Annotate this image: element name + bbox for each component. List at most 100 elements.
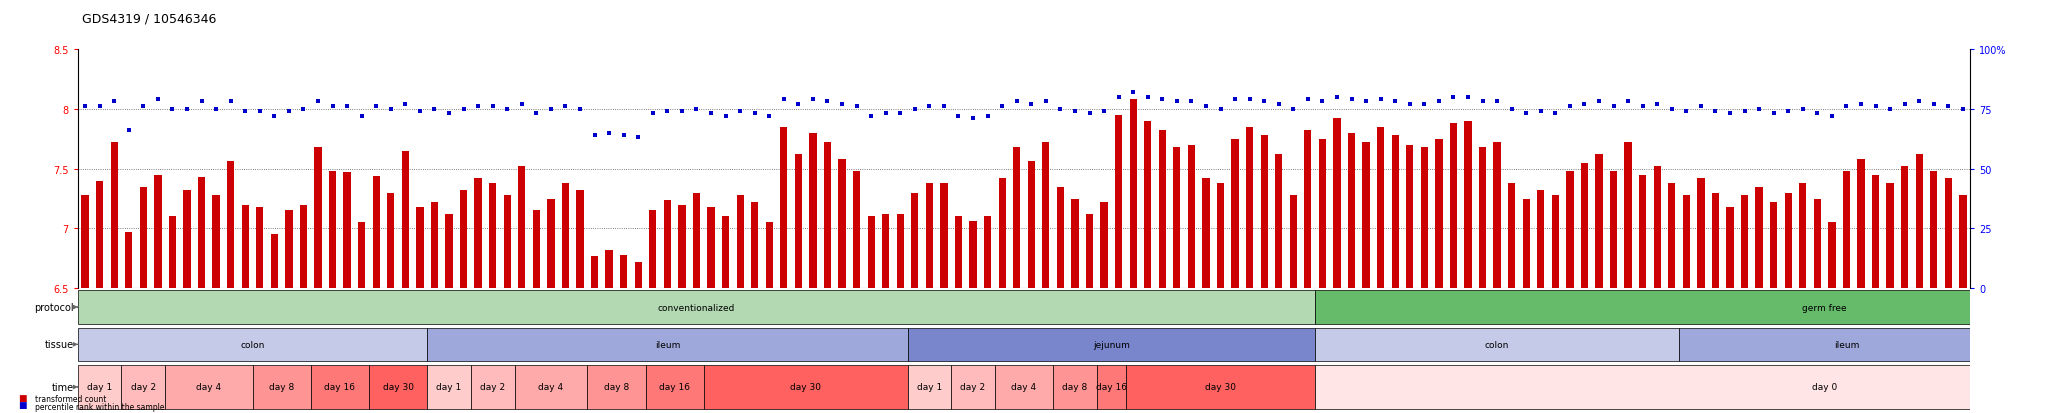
- Point: [1350, 99, 1382, 105]
- Bar: [707, 207, 715, 289]
- Point: [535, 106, 567, 113]
- Text: colon: colon: [1485, 340, 1509, 349]
- Point: [608, 132, 641, 139]
- Bar: [373, 176, 379, 289]
- Text: protocol: protocol: [35, 302, 74, 312]
- Point: [432, 111, 465, 117]
- Point: [477, 104, 510, 110]
- Bar: [1886, 183, 1894, 289]
- Bar: [444, 215, 453, 289]
- Bar: [1683, 195, 1690, 289]
- Point: [651, 109, 684, 115]
- Bar: [692, 193, 700, 289]
- Bar: [1567, 171, 1573, 289]
- Bar: [940, 183, 948, 289]
- Bar: [1843, 171, 1849, 289]
- Point: [446, 106, 479, 113]
- Point: [346, 113, 379, 120]
- Bar: [547, 199, 555, 289]
- Point: [520, 111, 553, 117]
- Bar: [242, 205, 250, 289]
- Bar: [78, 328, 428, 361]
- Point: [709, 113, 741, 120]
- Bar: [330, 171, 336, 289]
- Point: [1247, 99, 1280, 105]
- Bar: [168, 217, 176, 289]
- Point: [1495, 106, 1528, 113]
- Point: [1626, 104, 1659, 110]
- Point: [170, 106, 203, 113]
- Point: [1583, 99, 1616, 105]
- Bar: [121, 366, 166, 408]
- Bar: [907, 328, 1315, 361]
- Bar: [1769, 203, 1778, 289]
- Bar: [1315, 291, 2048, 324]
- Bar: [1507, 183, 1516, 289]
- Point: [1219, 97, 1251, 103]
- Bar: [1755, 187, 1763, 289]
- Point: [1059, 109, 1092, 115]
- Bar: [1741, 195, 1749, 289]
- Point: [1030, 99, 1063, 105]
- Point: [1087, 109, 1120, 115]
- Point: [1481, 99, 1513, 105]
- Point: [156, 106, 188, 113]
- Text: tissue: tissue: [45, 339, 74, 349]
- Bar: [983, 217, 991, 289]
- Bar: [954, 217, 963, 289]
- Point: [811, 99, 844, 105]
- Bar: [678, 205, 686, 289]
- Bar: [1915, 155, 1923, 289]
- Bar: [561, 183, 569, 289]
- Text: conventionalized: conventionalized: [657, 303, 735, 312]
- Point: [754, 113, 786, 120]
- Bar: [166, 366, 252, 408]
- Bar: [213, 195, 219, 289]
- Bar: [428, 328, 907, 361]
- Bar: [852, 171, 860, 289]
- Bar: [489, 183, 496, 289]
- Bar: [416, 207, 424, 289]
- Bar: [926, 183, 934, 289]
- Bar: [1290, 195, 1296, 289]
- Bar: [766, 223, 772, 289]
- Text: day 1: day 1: [436, 382, 461, 392]
- Point: [1931, 104, 1964, 110]
- Bar: [1245, 127, 1253, 289]
- Bar: [1362, 143, 1370, 289]
- Bar: [723, 217, 729, 289]
- Text: day 8: day 8: [1063, 382, 1087, 392]
- Text: transformed count: transformed count: [35, 394, 106, 404]
- Point: [942, 113, 975, 120]
- Bar: [969, 222, 977, 289]
- Point: [739, 111, 772, 117]
- Point: [1073, 111, 1106, 117]
- Bar: [1858, 159, 1864, 289]
- Bar: [1262, 135, 1268, 289]
- Bar: [1188, 145, 1196, 289]
- Bar: [1450, 124, 1456, 289]
- Point: [723, 109, 756, 115]
- Point: [1378, 99, 1411, 105]
- Bar: [883, 215, 889, 289]
- Bar: [1315, 366, 2048, 408]
- Bar: [809, 133, 817, 289]
- Bar: [125, 233, 133, 289]
- Point: [1276, 106, 1309, 113]
- Bar: [649, 211, 657, 289]
- Point: [1860, 104, 1892, 110]
- Bar: [154, 175, 162, 289]
- Bar: [838, 159, 846, 289]
- Bar: [311, 366, 369, 408]
- Bar: [256, 207, 264, 289]
- Bar: [606, 250, 612, 289]
- Bar: [96, 181, 102, 289]
- Bar: [1174, 147, 1180, 289]
- Bar: [252, 366, 311, 408]
- Text: day 1: day 1: [86, 382, 113, 392]
- Point: [1423, 99, 1456, 105]
- Point: [1640, 101, 1673, 108]
- Point: [578, 132, 610, 139]
- Bar: [1929, 171, 1937, 289]
- Bar: [664, 200, 672, 289]
